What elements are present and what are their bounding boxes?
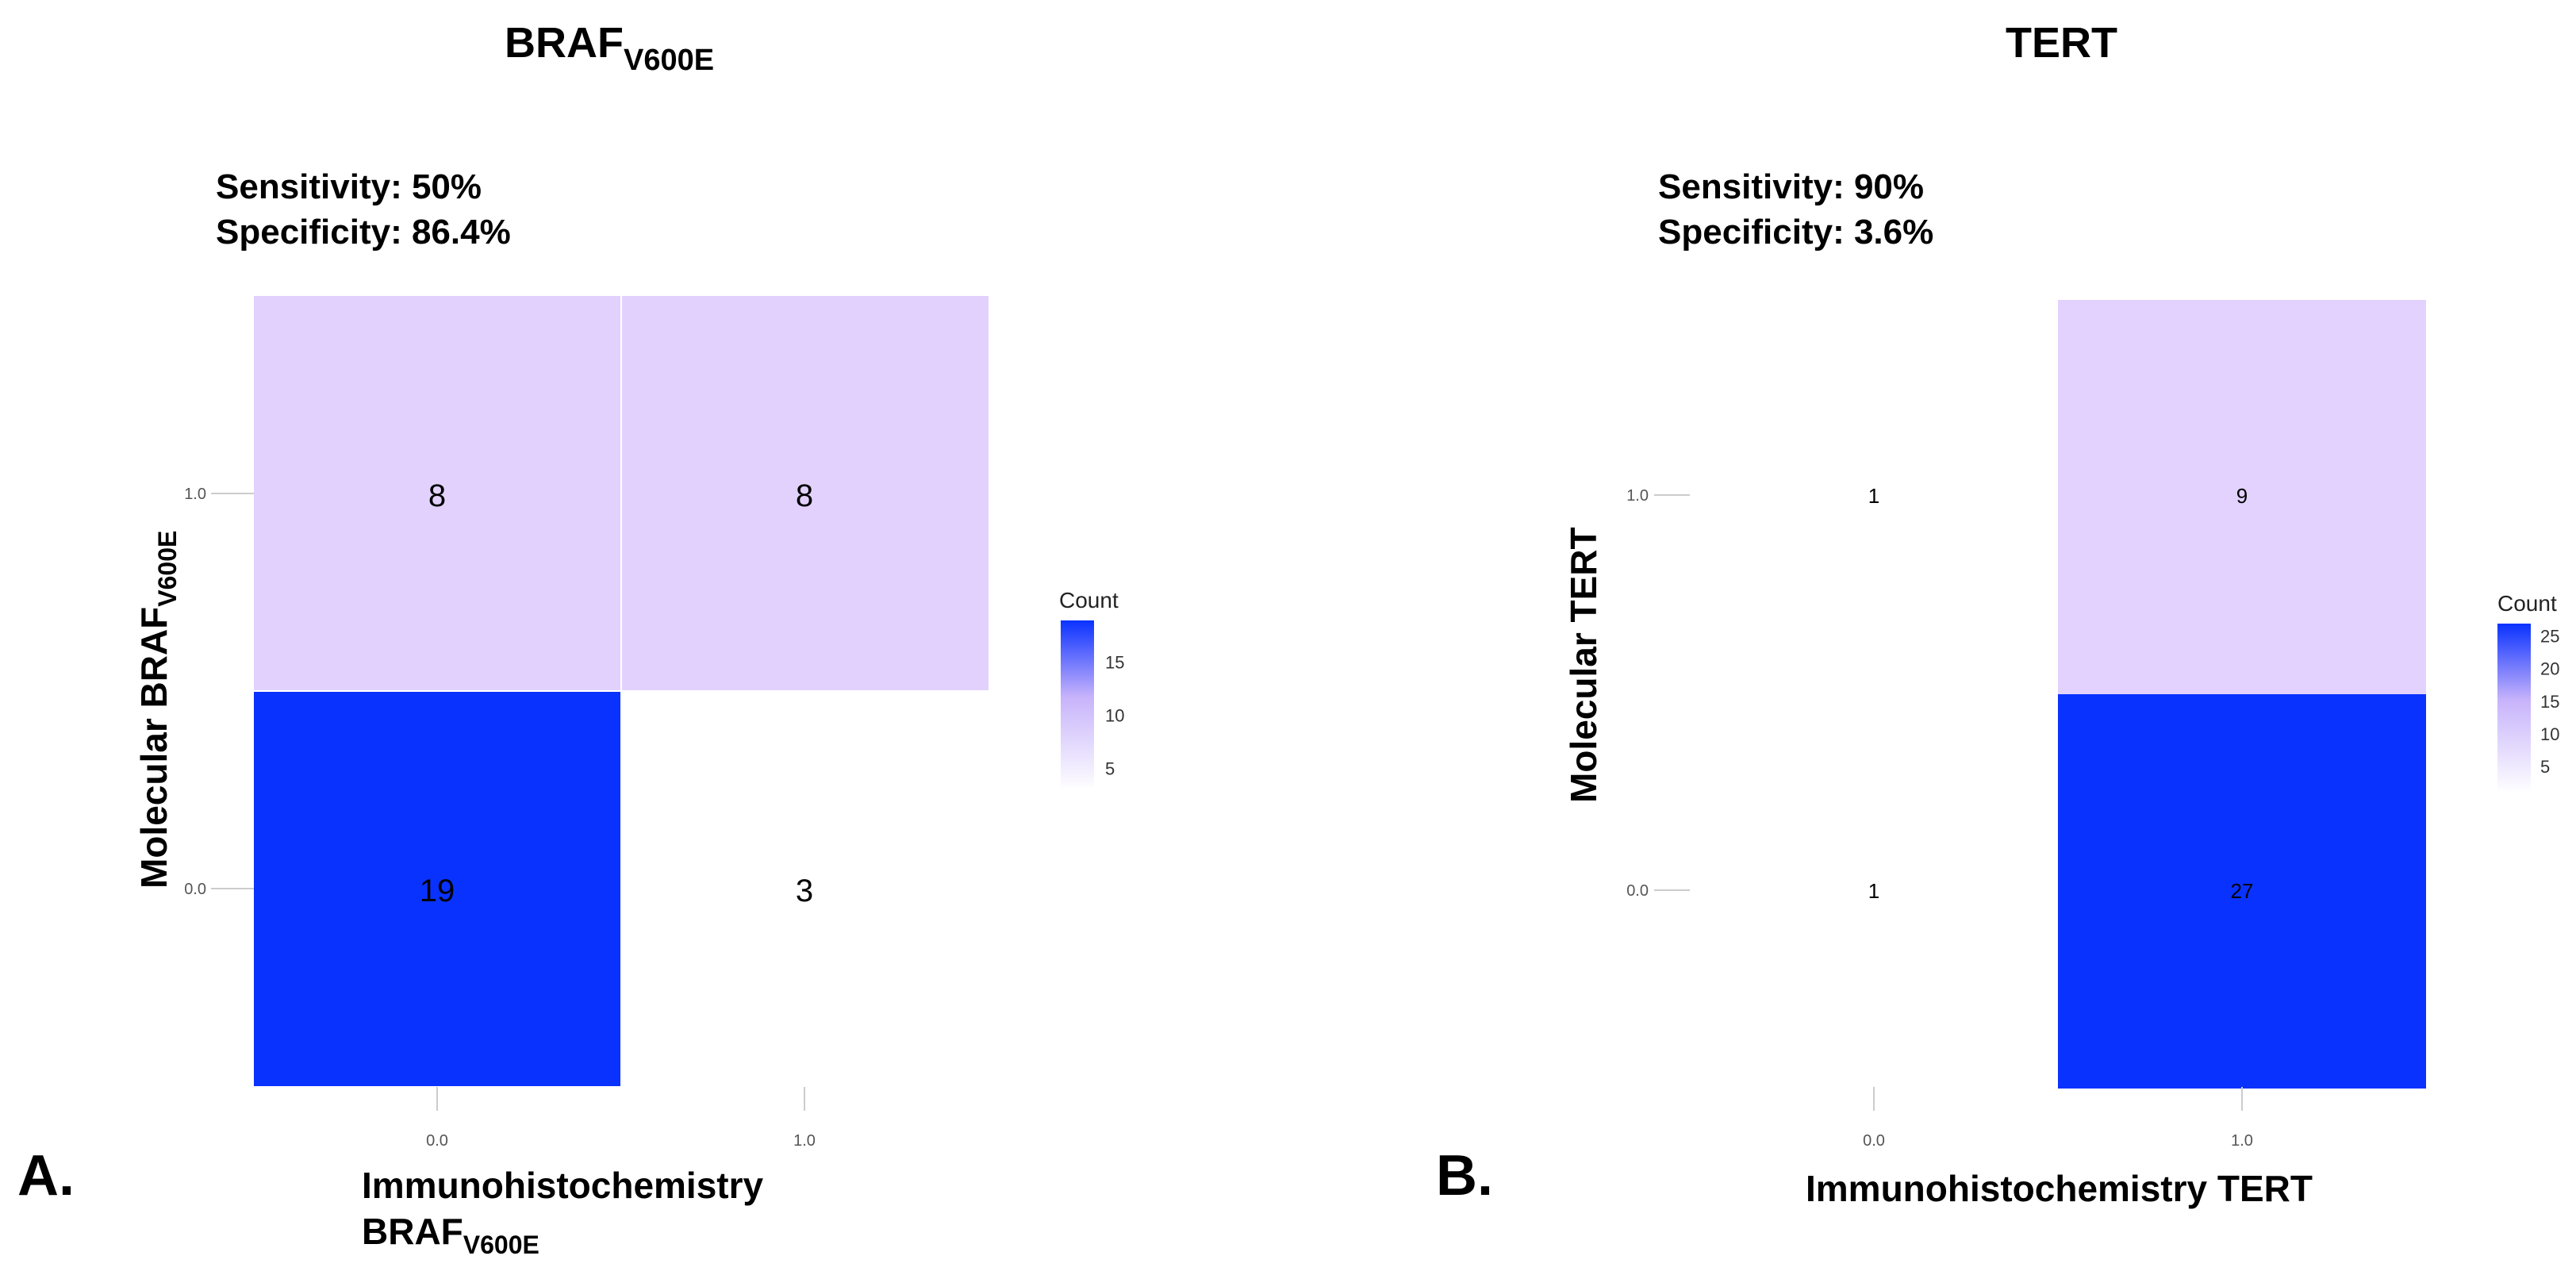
panel-b-sensitivity: Sensitivity: 90% [1658, 167, 1924, 206]
panel-a-legend-ticks: 5 10 15 [1105, 653, 1124, 779]
panel-a-cell-x1-y1 [622, 296, 989, 690]
panel-a-ytick-label: 1.0 [184, 486, 206, 503]
panel-b: TERT Sensitivity: 90% Specificity: 3.6% … [1436, 19, 2559, 1209]
panel-b-legend-tick: 20 [2540, 659, 2559, 679]
panel-a-xlabel-line2: BRAFV600E [362, 1211, 539, 1259]
panel-a-letter: A. [17, 1144, 75, 1208]
panel-b-legend-tick: 5 [2540, 757, 2550, 777]
panel-a-cell-x1-y0 [622, 692, 989, 1086]
panel-b-legend-title: Count [2497, 591, 2557, 616]
panel-a-xtick-label: 1.0 [793, 1132, 816, 1150]
panel-b-legend-colorbar [2497, 624, 2531, 793]
panel-b-cell-label: 1 [1868, 484, 1879, 508]
panel-a-title: BRAFV600E [505, 19, 714, 77]
panel-b-cell-x0-y0 [1690, 694, 2058, 1089]
panel-a-legend-tick: 5 [1105, 758, 1115, 778]
panel-b-ytick-label: 0.0 [1626, 882, 1649, 900]
panel-a-legend-title: Count [1059, 588, 1119, 612]
panel-b-cell-labels: 1 9 1 27 [1868, 484, 2254, 903]
panel-a-specificity: Specificity: 86.4% [216, 213, 511, 252]
panel-b-xtick-label: 0.0 [1863, 1132, 1885, 1150]
panel-b-xtick-label: 1.0 [2231, 1132, 2253, 1150]
panel-b-letter: B. [1436, 1144, 1493, 1208]
panel-a-ylabel: Molecular BRAFV600E [133, 531, 182, 889]
panel-b-cells [1690, 300, 2426, 1089]
panel-b-cell-x1-y0 [2058, 694, 2426, 1089]
panel-b-legend-tick: 25 [2540, 626, 2559, 646]
panel-b-xlabel: Immunohistochemistry TERT [1806, 1168, 2313, 1209]
panel-b-ytick-label: 1.0 [1626, 487, 1649, 505]
panel-b-cell-label: 1 [1868, 879, 1879, 903]
panel-a: BRAFV600E Sensitivity: 50% Specificity: … [17, 19, 1124, 1259]
panel-b-ylabel: Molecular TERT [1563, 527, 1604, 803]
panel-a-cell-x0-y0 [254, 692, 620, 1086]
panel-b-title: TERT [2006, 19, 2117, 67]
panel-a-legend-tick: 15 [1105, 653, 1124, 673]
panel-a-cell-label: 3 [796, 874, 813, 908]
panel-a-cell-x0-y1 [254, 296, 620, 690]
panel-b-specificity: Specificity: 3.6% [1658, 213, 1933, 252]
panel-b-legend-tick: 15 [2540, 692, 2559, 712]
panel-a-cell-labels: 8 8 19 3 [420, 478, 813, 908]
panel-b-legend-tick: 10 [2540, 724, 2559, 744]
panel-a-cell-label: 19 [420, 874, 455, 908]
panel-b-cell-x1-y1 [2058, 300, 2426, 694]
panel-b-cell-x0-y1 [1690, 300, 2058, 694]
panel-a-xlabel-line1: Immunohistochemistry [362, 1165, 764, 1206]
panel-a-xtick-label: 0.0 [426, 1132, 448, 1150]
panel-a-sensitivity: Sensitivity: 50% [216, 167, 482, 206]
panel-a-ytick-label: 0.0 [184, 881, 206, 898]
panel-a-cells [254, 296, 989, 1086]
panel-a-legend-tick: 10 [1105, 705, 1124, 725]
panel-b-cell-label: 9 [2236, 484, 2248, 508]
panel-a-legend-colorbar [1061, 620, 1094, 790]
panel-b-legend-ticks: 5 10 15 20 25 [2540, 626, 2559, 777]
panel-a-cell-label: 8 [428, 478, 446, 513]
panel-b-cell-label: 27 [2231, 879, 2254, 903]
panel-a-cell-label: 8 [796, 478, 813, 513]
